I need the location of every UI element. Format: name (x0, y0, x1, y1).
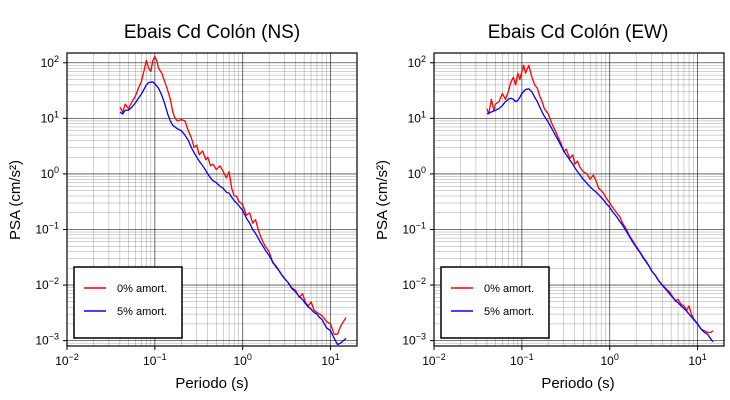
x-tick-label: 10−1 (510, 352, 534, 368)
series-line-1 (119, 81, 347, 346)
y-axis-label: PSA (cm/s²) (374, 160, 391, 240)
y-tick-label: 101 (408, 109, 426, 125)
chart-title: Ebais Cd Colón (EW) (488, 22, 669, 43)
legend-box (440, 266, 550, 339)
chart-title: Ebais Cd Colón (NS) (124, 22, 300, 43)
y-tick-label: 10−2 (402, 276, 426, 292)
x-tick-label: 100 (601, 352, 619, 368)
legend: 0% amort. 5% amort. (73, 266, 183, 339)
legend: 0% amort. 5% amort. (440, 266, 550, 339)
legend-label-5pct: 5% amort. (484, 306, 534, 318)
legend-label-5pct: 5% amort. (117, 306, 167, 318)
y-tick-label: 10−2 (35, 276, 59, 292)
y-tick-label: 101 (41, 109, 59, 125)
legend-label-0pct: 0% amort. (117, 283, 167, 295)
y-tick-label: 10−3 (35, 332, 59, 348)
chart-panel-ew: Ebais Cd Colón (EW) 10−2 10−1 100 101 10−3 10… (374, 22, 725, 392)
y-tick-label: 100 (408, 165, 426, 181)
x-tick-label: 10−1 (143, 352, 167, 368)
x-axis-label: Periodo (s) (175, 375, 248, 392)
x-axis-label: Periodo (s) (541, 375, 614, 392)
y-tick-label: 100 (41, 165, 59, 181)
y-axis-label: PSA (cm/s²) (7, 160, 24, 240)
x-tick-label: 10−2 (55, 352, 79, 368)
y-tick-label: 10−1 (402, 220, 426, 236)
y-tick-label: 102 (408, 54, 426, 70)
y-tick-label: 10−1 (35, 220, 59, 236)
x-tick-label: 101 (321, 352, 339, 368)
plot-frame (66, 52, 358, 347)
series-line-1 (486, 88, 714, 343)
y-tick-label: 10−3 (402, 332, 426, 348)
x-tick-label: 101 (688, 352, 706, 368)
y-tick-label: 102 (41, 54, 59, 70)
plot-frame (433, 52, 725, 347)
legend-label-0pct: 0% amort. (484, 283, 534, 295)
x-tick-label: 100 (234, 352, 252, 368)
chart-panel-ns: Ebais Cd Colón (NS) 10−2 10−1 100 101 10−3 10… (7, 22, 358, 392)
x-tick-label: 10−2 (422, 352, 446, 368)
legend-box (73, 266, 183, 339)
series-line-0 (119, 55, 347, 335)
